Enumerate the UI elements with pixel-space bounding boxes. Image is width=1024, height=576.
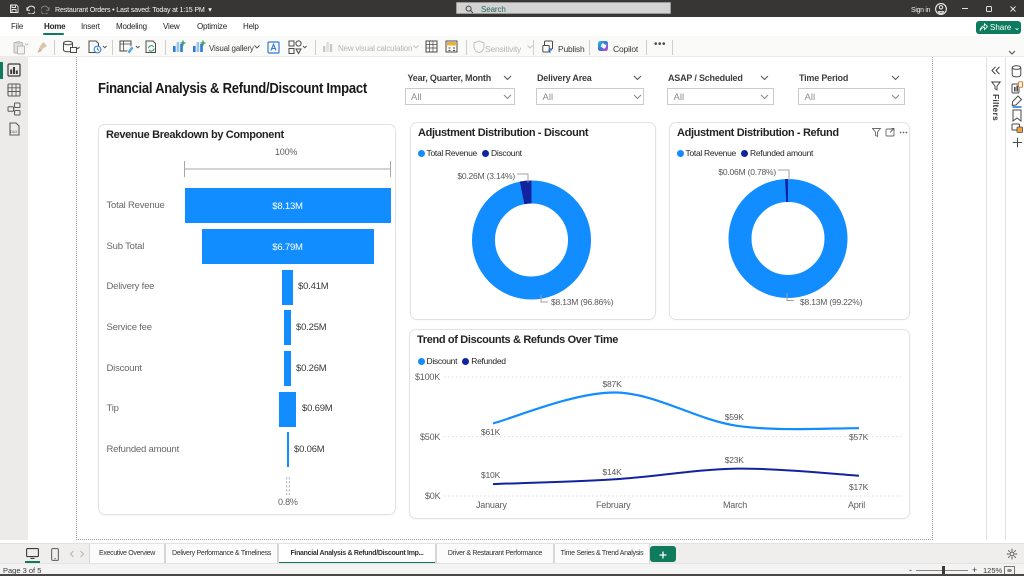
svg-text:DAX: DAX (10, 130, 18, 134)
